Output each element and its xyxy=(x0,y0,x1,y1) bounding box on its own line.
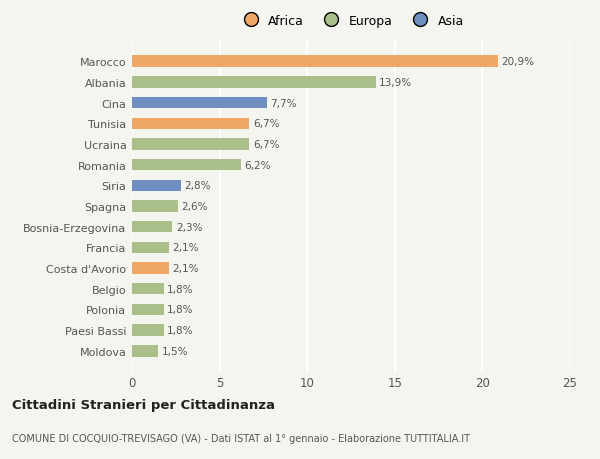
Text: 1,8%: 1,8% xyxy=(167,305,194,315)
Bar xyxy=(132,346,158,357)
Text: 2,8%: 2,8% xyxy=(185,181,211,191)
Text: 7,7%: 7,7% xyxy=(271,98,297,108)
Bar xyxy=(132,98,267,109)
Text: COMUNE DI COCQUIO-TREVISAGO (VA) - Dati ISTAT al 1° gennaio - Elaborazione TUTTI: COMUNE DI COCQUIO-TREVISAGO (VA) - Dati … xyxy=(12,433,470,442)
Text: 2,1%: 2,1% xyxy=(172,243,199,253)
Text: 1,5%: 1,5% xyxy=(162,346,188,356)
Bar xyxy=(132,242,169,253)
Text: 2,1%: 2,1% xyxy=(172,263,199,274)
Bar xyxy=(132,180,181,191)
Text: 1,8%: 1,8% xyxy=(167,284,194,294)
Text: 6,2%: 6,2% xyxy=(244,160,271,170)
Bar xyxy=(132,284,164,295)
Bar xyxy=(132,222,172,233)
Text: 13,9%: 13,9% xyxy=(379,78,412,88)
Text: 2,3%: 2,3% xyxy=(176,222,202,232)
Bar xyxy=(132,56,498,67)
Bar xyxy=(132,139,250,150)
Text: 1,8%: 1,8% xyxy=(167,325,194,336)
Text: 20,9%: 20,9% xyxy=(502,57,535,67)
Text: 6,7%: 6,7% xyxy=(253,119,280,129)
Bar xyxy=(132,263,169,274)
Text: 6,7%: 6,7% xyxy=(253,140,280,150)
Bar xyxy=(132,304,164,315)
Legend: Africa, Europa, Asia: Africa, Europa, Asia xyxy=(238,15,464,28)
Bar xyxy=(132,201,178,212)
Text: 2,6%: 2,6% xyxy=(181,202,208,212)
Text: Cittadini Stranieri per Cittadinanza: Cittadini Stranieri per Cittadinanza xyxy=(12,398,275,412)
Bar xyxy=(132,325,164,336)
Bar xyxy=(132,118,250,129)
Bar xyxy=(132,77,376,88)
Bar xyxy=(132,160,241,171)
